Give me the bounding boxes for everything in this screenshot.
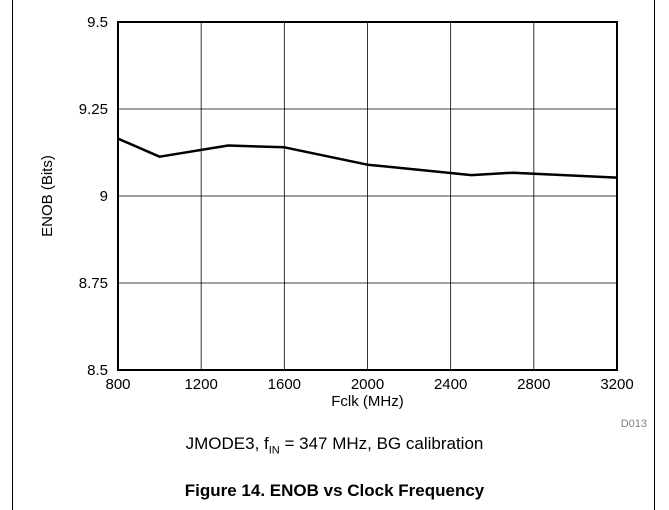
y-tick-label: 8.75 <box>79 275 108 292</box>
x-tick-label: 800 <box>105 376 130 393</box>
subtitle-suffix: = 347 MHz, BG calibration <box>279 434 484 453</box>
x-axis-label: Fclk (MHz) <box>331 393 403 410</box>
enob-chart: 800 1200 1600 2000 2400 2800 3200 8.5 8.75 9 9.25 9… <box>39 14 634 410</box>
subtitle-subscript: IN <box>268 444 280 457</box>
figure-code: D013 <box>620 418 647 430</box>
y-tick-label: 8.5 <box>87 362 108 379</box>
y-tick-label: 9.5 <box>87 14 108 31</box>
chart-subtitle: JMODE3, fIN = 347 MHz, BG calibration <box>0 434 669 456</box>
y-axis-label: ENOB (Bits) <box>39 155 56 237</box>
x-tick-label: 1200 <box>184 376 217 393</box>
enob-series-line <box>117 137 618 179</box>
figure-frame <box>12 0 655 510</box>
x-tick-label: 3200 <box>600 376 633 393</box>
x-tick-label: 2000 <box>351 376 384 393</box>
plot-area-border <box>117 21 618 371</box>
subtitle-prefix: JMODE3, f <box>185 434 269 453</box>
x-tick-label: 2800 <box>517 376 550 393</box>
x-tick-label: 1600 <box>268 376 301 393</box>
y-tick-label: 9 <box>100 188 108 205</box>
y-tick-label: 9.25 <box>79 101 108 118</box>
x-tick-label: 2400 <box>434 376 467 393</box>
figure-caption: Figure 14. ENOB vs Clock Frequency <box>184 481 485 500</box>
